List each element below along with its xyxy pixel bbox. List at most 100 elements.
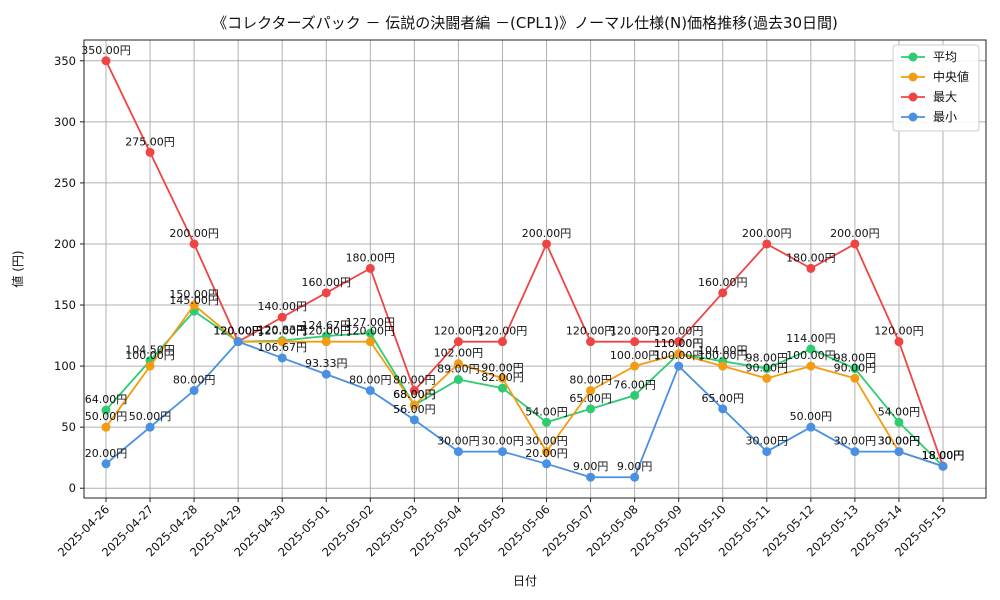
data-point	[277, 353, 287, 363]
data-point	[453, 375, 463, 385]
data-label: 50.00円	[790, 410, 833, 423]
data-point	[674, 361, 684, 371]
data-point	[145, 361, 155, 371]
chart-title: 《コレクターズパック － 伝説の決闘者編 －(CPL1)》ノーマル仕様(N)価格…	[212, 14, 838, 32]
y-tick-label: 350	[54, 54, 76, 68]
data-label: 120.83円	[257, 324, 307, 337]
data-point	[630, 361, 640, 371]
data-label: 120.00円	[610, 325, 660, 338]
data-point	[189, 386, 199, 396]
series-line	[105, 340, 944, 479]
data-point	[674, 337, 684, 347]
legend-item: 中央値	[901, 69, 969, 84]
data-point	[542, 417, 552, 427]
data-label: 120.00円	[434, 325, 484, 338]
data-label: 120.00円	[302, 325, 352, 338]
data-label: 275.00円	[125, 135, 175, 148]
data-label: 100.00円	[610, 349, 660, 362]
data-label: 76.00円	[613, 378, 656, 391]
data-label: 80.00円	[393, 374, 436, 387]
plot-area	[83, 39, 987, 499]
y-axis-ticks: 0 50 100 150 200 250 300 350	[54, 54, 84, 495]
data-label: 110.00円	[654, 337, 704, 350]
data-point	[365, 328, 375, 338]
data-label: 120.00円	[257, 325, 307, 338]
grid	[84, 40, 986, 498]
data-label: 120.00円	[346, 325, 396, 338]
data-label: 106.67円	[257, 341, 307, 354]
data-point	[321, 369, 331, 379]
data-point	[762, 239, 772, 249]
data-point	[894, 447, 904, 457]
data-point	[321, 288, 331, 298]
data-label: 54.00円	[878, 405, 921, 418]
data-label: 200.00円	[169, 227, 219, 240]
data-label: 56.00円	[393, 403, 436, 416]
data-label: 30.00円	[878, 435, 921, 448]
legend-swatch-marker	[908, 92, 918, 102]
data-label: 110.00円	[654, 337, 704, 350]
y-tick-label: 0	[69, 481, 76, 495]
data-label: 89.00円	[437, 363, 480, 376]
data-label: 160.00円	[698, 276, 748, 289]
data-label: 120.00円	[478, 325, 528, 338]
data-label: 82.00円	[481, 371, 524, 384]
series-4	[101, 337, 948, 482]
data-point	[101, 459, 111, 469]
data-point	[850, 364, 860, 374]
data-point	[894, 337, 904, 347]
data-label: 93.33円	[305, 357, 348, 370]
data-label: 100.00円	[698, 349, 748, 362]
data-point	[806, 263, 816, 273]
data-point	[542, 239, 552, 249]
data-point	[453, 359, 463, 369]
data-label: 90.00円	[746, 361, 789, 374]
data-label: 18.00円	[922, 449, 965, 462]
data-point	[453, 447, 463, 457]
data-label: 30.00円	[437, 435, 480, 448]
data-label: 120.00円	[654, 325, 704, 338]
y-tick-label: 150	[54, 298, 76, 312]
series-lines	[101, 56, 948, 482]
data-point	[409, 400, 419, 410]
data-point	[938, 461, 948, 471]
data-point	[806, 422, 816, 432]
data-point	[718, 404, 728, 414]
data-label: 30.00円	[878, 435, 921, 448]
data-label: 50.00円	[129, 410, 172, 423]
data-label: 9.00円	[617, 460, 653, 473]
series-line	[105, 60, 944, 467]
legend-label: 最小	[933, 110, 957, 124]
data-point	[145, 147, 155, 157]
y-tick-label: 200	[54, 237, 76, 251]
legend-item: 最小	[901, 110, 957, 124]
data-label: 64.00円	[85, 393, 128, 406]
data-label: 140.00円	[257, 300, 307, 313]
data-label: 100.00円	[125, 349, 175, 362]
data-point	[850, 239, 860, 249]
data-label: 9.00円	[573, 460, 609, 473]
data-label: 98.00円	[746, 352, 789, 365]
data-label: 124.67円	[302, 319, 352, 332]
data-label: 100.00円	[654, 349, 704, 362]
data-point	[630, 472, 640, 482]
data-point	[806, 361, 816, 371]
data-point	[718, 361, 728, 371]
data-label: 160.00円	[302, 276, 352, 289]
legend-swatch-marker	[908, 72, 918, 82]
legend-swatch-marker	[908, 52, 918, 62]
data-point	[806, 344, 816, 354]
data-label: 30.00円	[525, 435, 568, 448]
data-label: 18.00円	[922, 449, 965, 462]
data-point	[850, 373, 860, 383]
data-point	[542, 447, 552, 457]
data-point	[762, 373, 772, 383]
y-tick-label: 50	[61, 420, 76, 434]
data-point	[850, 447, 860, 457]
data-label: 120.00円	[874, 325, 924, 338]
data-label: 120.00円	[566, 325, 616, 338]
data-point	[586, 472, 596, 482]
data-point	[497, 373, 507, 383]
data-point	[586, 386, 596, 396]
